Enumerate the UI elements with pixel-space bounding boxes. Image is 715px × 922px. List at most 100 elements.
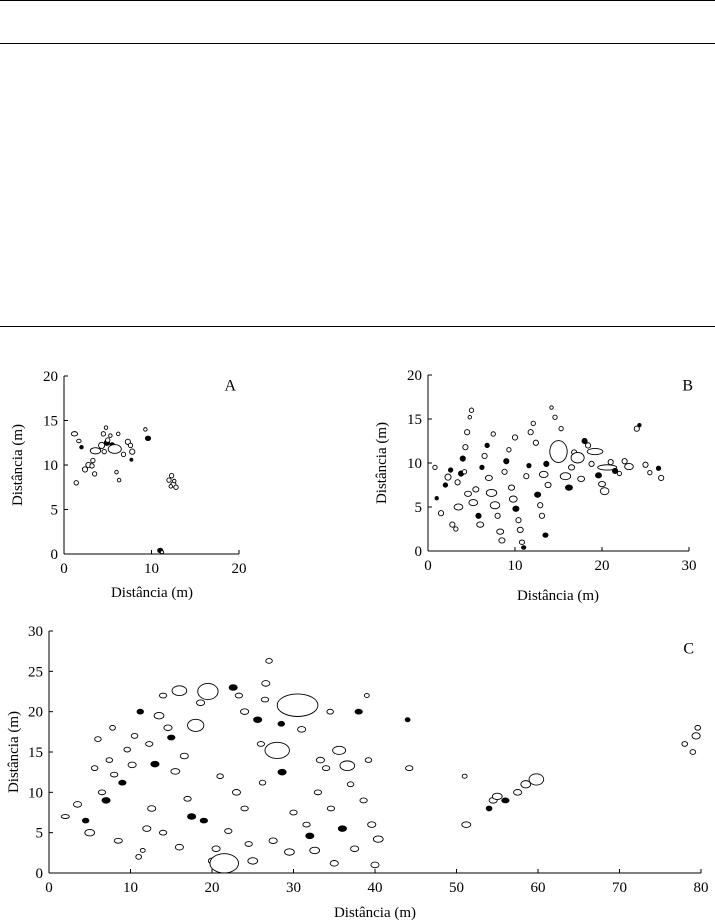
data-point [170,768,181,775]
data-point [642,461,649,468]
data-point [326,805,336,812]
data-point [511,434,519,441]
data-point [658,474,665,482]
data-point [599,487,610,496]
data-point [512,505,520,512]
y-tick-label: 5 [36,826,44,842]
data-point [538,512,546,519]
data-point [534,491,542,498]
x-tick-label: 80 [694,880,709,896]
data-point [542,532,549,538]
data-point [129,448,136,455]
data-point [277,768,287,776]
data-point [158,829,168,836]
data-point [168,484,173,489]
x-tick-label: 30 [682,558,697,574]
data-point [224,828,233,834]
data-point [521,545,527,550]
data-point [484,442,490,449]
data-point [444,473,452,481]
x-tick-label: 30 [286,880,301,896]
y-axis-label: Distância (m) [10,424,26,506]
y-tick-label: 15 [43,414,58,430]
x-tick-label: 20 [595,558,610,574]
data-point [532,439,539,446]
data-point [116,431,121,437]
data-point [168,473,175,479]
y-tick-label: 20 [28,705,43,721]
data-point [559,472,572,481]
data-point [329,860,339,867]
data-point [265,657,273,664]
data-point [485,805,493,812]
data-point [501,468,508,475]
data-point [468,499,479,507]
data-point [490,431,496,437]
data-point [90,457,96,464]
data-point [503,458,510,465]
data-point [187,718,205,732]
data-point [173,484,179,490]
data-point [647,470,653,476]
data-point [118,779,127,786]
data-point [123,746,131,753]
data-point [313,789,323,796]
data-point [513,789,523,796]
y-tick-label: 10 [43,458,58,474]
data-point [694,724,702,731]
data-point [432,464,438,471]
data-point [621,458,628,465]
y-tick-label: 0 [36,866,44,882]
data-point [520,780,532,789]
data-point [256,741,266,747]
data-point [405,765,414,772]
data-point [211,845,221,853]
data-point [297,726,307,733]
data-point [350,845,360,853]
data-point [558,426,564,432]
panel-label: A [224,377,236,394]
x-tick-label: 50 [449,880,464,896]
data-point [100,431,107,437]
data-point [289,809,298,816]
data-point [109,724,116,731]
y-axis-label: Distância (m) [374,422,390,504]
y-tick-label: 15 [407,412,422,428]
x-tick-label: 60 [531,880,546,896]
data-point [264,741,290,759]
data-point [453,526,459,532]
data-point [616,470,623,477]
data-point [633,425,640,432]
data-point [129,457,134,462]
data-point [147,805,157,812]
data-point [442,482,449,488]
data-point [302,821,311,828]
data-point [247,857,259,865]
data-point [552,414,558,420]
panel-label: C [683,640,694,657]
data-point [354,708,363,715]
data-point [159,550,165,555]
data-point [116,477,122,483]
data-point [113,837,123,844]
data-point [240,708,250,715]
data-point [577,475,586,482]
data-point [244,841,253,847]
data-point [476,521,485,528]
y-tick-label: 20 [407,368,422,384]
data-point [588,460,595,467]
data-point [689,749,697,755]
data-point [434,495,439,501]
y-tick-label: 5 [415,500,423,516]
data-point [372,835,384,843]
data-point [453,503,464,511]
data-point [260,696,270,703]
data-point [105,757,114,763]
data-point [73,801,83,808]
data-point [167,734,176,741]
data-point [171,685,188,696]
data-point [479,464,485,471]
data-point [449,521,456,528]
data-point [101,448,107,455]
data-point [655,465,662,471]
